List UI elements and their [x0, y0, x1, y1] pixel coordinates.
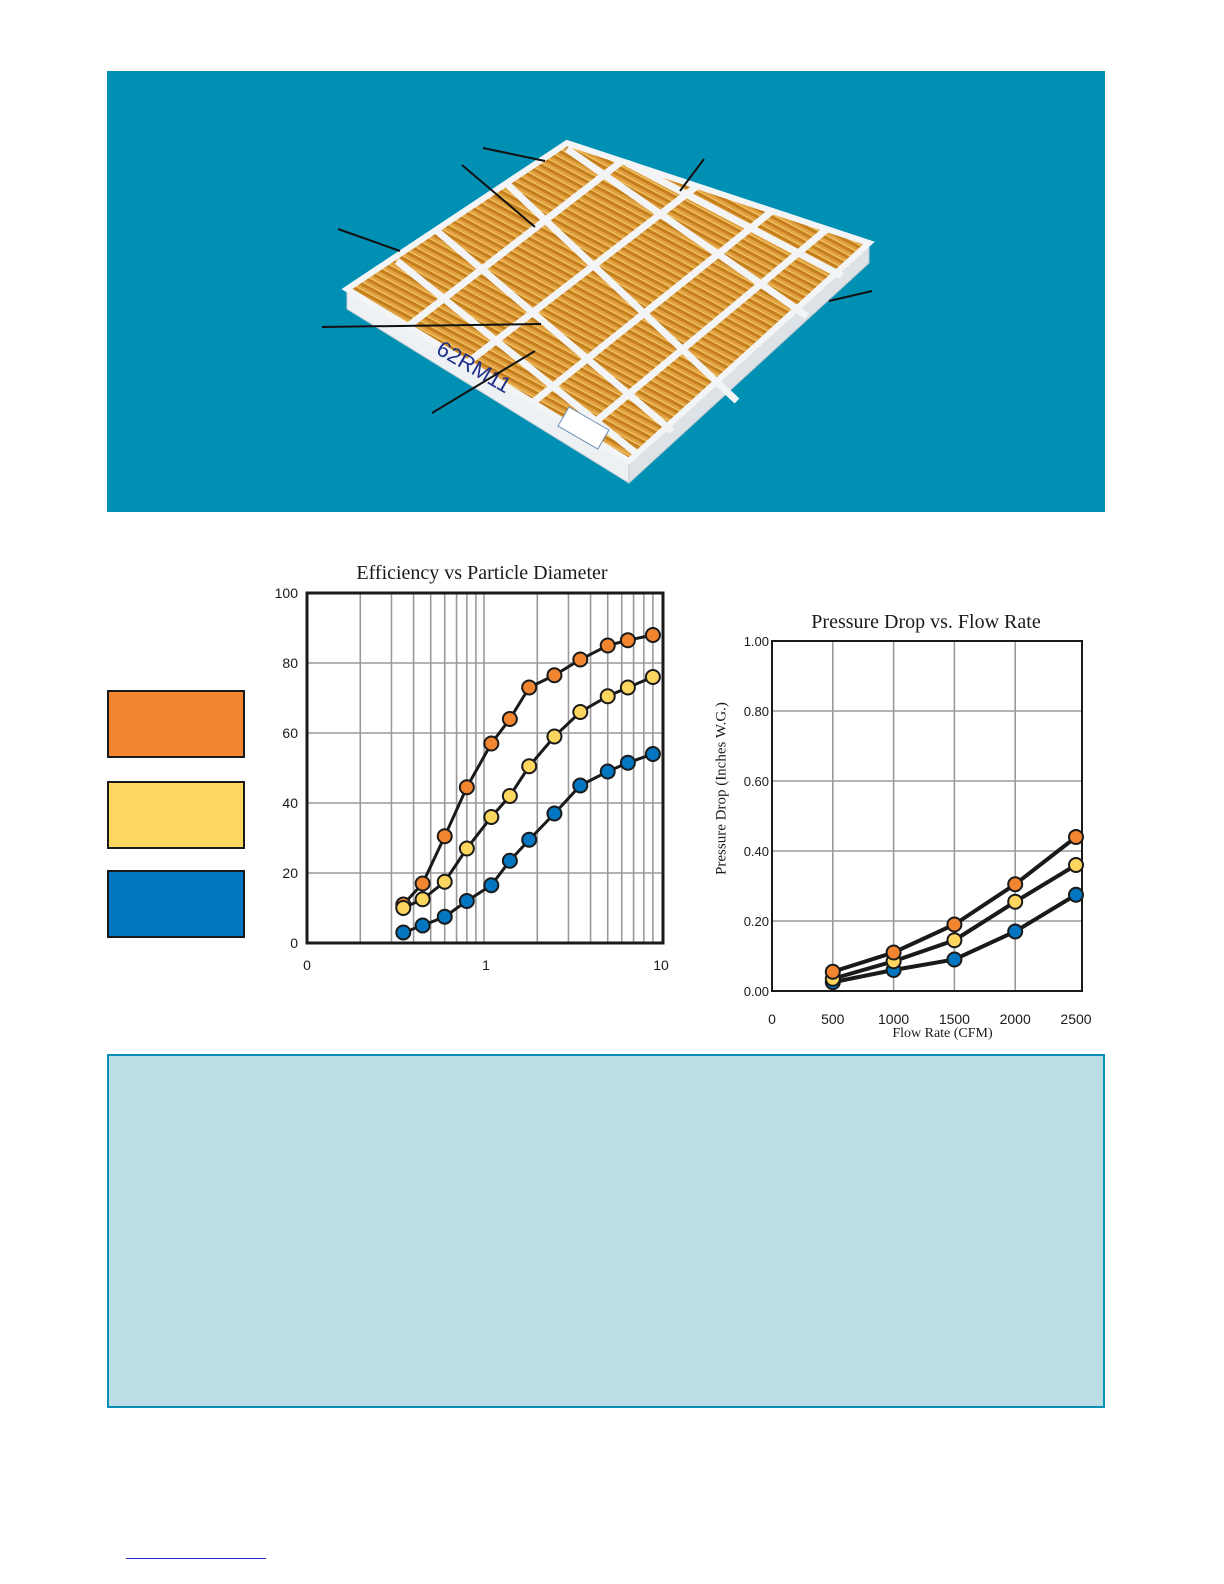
y-tick-label: 100 [275, 585, 299, 601]
data-point-1 [1068, 857, 1084, 873]
x-tick-label: 0 [768, 1011, 776, 1027]
y-tick-label: 0.80 [744, 704, 769, 719]
y-tick-label: 0.20 [744, 914, 769, 929]
y-tick-label: 0.40 [744, 844, 769, 859]
series-line-2 [832, 893, 1078, 985]
series-line-2 [402, 752, 654, 934]
data-point-2 [501, 852, 518, 869]
pressure-chart-ylabel: Pressure Drop (Inches W.G.) [713, 702, 730, 875]
data-point-2 [414, 917, 431, 934]
legend-swatch-orange [107, 690, 245, 758]
data-point-1 [946, 932, 963, 949]
pressure-chart-title: Pressure Drop vs. Flow Rate [811, 611, 1041, 633]
data-point-2 [1007, 923, 1024, 940]
data-point-2 [458, 893, 475, 909]
data-point-0 [501, 711, 518, 727]
data-point-2 [483, 877, 500, 894]
data-point-2 [546, 805, 563, 822]
brand-label [557, 406, 610, 450]
data-point-0 [395, 896, 412, 913]
y-tick-label: 20 [282, 865, 298, 881]
data-point-0 [599, 637, 616, 654]
data-point-2 [644, 746, 661, 762]
data-point-1 [824, 970, 841, 987]
data-point-2 [824, 974, 841, 991]
data-point-2 [946, 951, 963, 968]
data-point-2 [436, 908, 453, 925]
x-tick-label: 1 [482, 957, 490, 973]
data-point-0 [414, 875, 431, 892]
data-point-1 [501, 788, 518, 804]
filter-grid-lattice [394, 146, 844, 457]
data-point-1 [572, 704, 589, 720]
info-panel [107, 1054, 1105, 1408]
data-point-0 [1068, 829, 1084, 845]
product-hero-banner: 62RM11 [107, 71, 1105, 512]
footer-rule [126, 1558, 266, 1559]
filter-illustration: 62RM11 [321, 139, 875, 485]
series-line-0 [832, 835, 1078, 974]
data-point-1 [885, 953, 902, 970]
y-tick-label: 40 [282, 795, 298, 811]
data-point-1 [619, 679, 636, 696]
pressure-chart-xlabel: Flow Rate (CFM) [892, 1026, 993, 1041]
data-point-0 [521, 679, 538, 696]
plot-frame [305, 591, 665, 945]
data-point-0 [1007, 876, 1024, 893]
data-point-1 [546, 728, 563, 745]
data-point-1 [644, 669, 661, 685]
y-tick-label: 1.00 [744, 634, 769, 649]
data-point-0 [644, 627, 661, 643]
x-tick-label: 2500 [1060, 1011, 1091, 1027]
data-point-2 [885, 962, 902, 978]
data-point-2 [572, 777, 589, 794]
data-point-1 [1007, 893, 1024, 910]
series-line-0 [402, 633, 654, 906]
data-point-0 [572, 651, 589, 668]
data-point-0 [483, 735, 500, 752]
data-point-0 [619, 632, 636, 649]
legend-swatch-blue [107, 870, 245, 938]
data-point-2 [1068, 886, 1084, 903]
data-point-2 [599, 763, 616, 780]
data-point-0 [436, 828, 453, 845]
x-tick-label: 2000 [1000, 1011, 1031, 1027]
data-point-1 [395, 900, 412, 916]
data-point-1 [483, 809, 500, 825]
data-point-2 [521, 831, 538, 848]
legend-swatch-yellow [107, 781, 245, 849]
data-point-1 [414, 891, 431, 908]
y-tick-label: 0.00 [744, 984, 769, 999]
data-point-0 [885, 944, 902, 961]
y-tick-label: 60 [282, 725, 298, 741]
data-point-2 [395, 924, 412, 941]
data-point-0 [546, 667, 563, 684]
callout-lines [321, 147, 873, 414]
x-tick-label: 1500 [939, 1011, 970, 1027]
data-point-0 [458, 779, 475, 796]
series-line-1 [402, 675, 654, 910]
y-tick-label: 0 [290, 935, 298, 951]
data-point-1 [458, 840, 475, 857]
y-tick-label: 80 [282, 655, 298, 671]
data-point-0 [946, 916, 963, 933]
x-tick-label: 10 [653, 957, 669, 973]
y-tick-label: 0.60 [744, 774, 769, 789]
data-point-1 [599, 688, 616, 705]
data-point-1 [521, 758, 538, 775]
x-tick-label: 1000 [878, 1011, 909, 1027]
x-tick-label: 500 [821, 1011, 845, 1027]
data-point-0 [824, 963, 841, 980]
data-point-1 [436, 873, 453, 890]
series-line-1 [832, 863, 1078, 981]
efficiency-chart-title: Efficiency vs Particle Diameter [356, 562, 608, 584]
x-tick-label: 0 [303, 957, 311, 973]
plot-frame [771, 640, 1083, 992]
data-point-2 [619, 754, 636, 771]
